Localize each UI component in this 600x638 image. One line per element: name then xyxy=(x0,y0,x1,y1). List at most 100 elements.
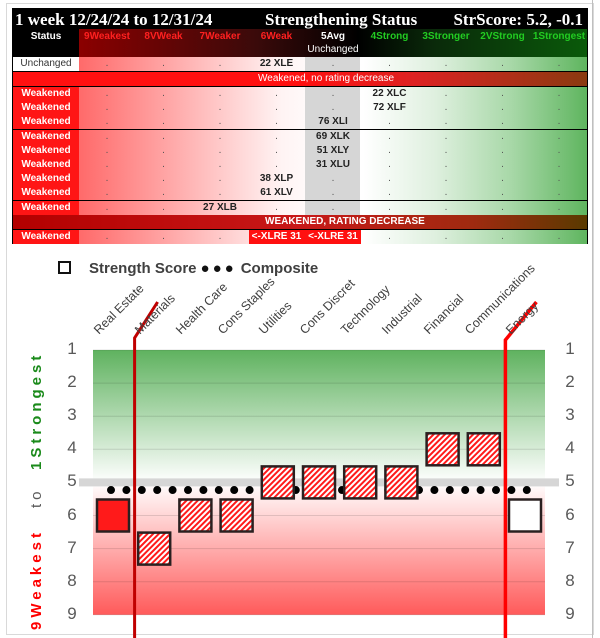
empty-cell: . xyxy=(557,231,561,242)
empty-cell: . xyxy=(557,173,561,185)
empty-cell: . xyxy=(331,58,335,69)
empty-cell: . xyxy=(501,130,504,142)
composite-dot xyxy=(461,486,470,495)
composite-dot xyxy=(137,486,146,495)
empty-cell: . xyxy=(275,88,278,99)
empty-cell: . xyxy=(105,201,109,213)
status-cell: Weakened xyxy=(13,186,79,201)
y-tick-label: 5 xyxy=(67,471,77,491)
empty-cell: . xyxy=(105,102,109,114)
strength-score-marker xyxy=(301,465,337,500)
y-tick-label: 7 xyxy=(67,537,77,557)
empty-cell: . xyxy=(444,102,448,114)
empty-cell: . xyxy=(501,173,504,185)
empty-cell: . xyxy=(218,130,222,142)
table-row: Weakened.... 51 XLY.... xyxy=(13,143,587,158)
table-row-decrease: Weakened ... <-XLRE 31 <-XLRE 31.... xyxy=(13,230,587,244)
status-cell: Weakened xyxy=(13,172,79,187)
composite-dot xyxy=(214,486,223,495)
empty-cell: . xyxy=(388,116,391,128)
column-header-1strongest: 1Strongest xyxy=(532,31,586,42)
column-header-4strong: 4Strong xyxy=(370,31,409,42)
strength-score-marker xyxy=(342,465,378,500)
ticker-cell: 51 XLY xyxy=(316,144,350,156)
empty-cell: . xyxy=(388,201,391,213)
separator-line-right xyxy=(503,300,538,638)
composite-dot xyxy=(199,486,208,495)
column-header-8vweak: 8VWeak xyxy=(144,31,183,42)
plot-area xyxy=(79,300,559,638)
empty-cell: . xyxy=(105,58,109,69)
y-tick-label: 8 xyxy=(565,570,575,590)
table-row: Weakened... 38 XLP..... xyxy=(13,172,587,187)
page-edge-rule xyxy=(592,0,593,638)
y-tick-label: 6 xyxy=(565,504,575,524)
empty-cell: . xyxy=(105,144,109,156)
table-strscore: StrScore: 5.2, -0.1 xyxy=(453,10,583,29)
empty-cell: . xyxy=(331,88,335,99)
ticker-cell: 22 XLC xyxy=(372,88,407,99)
ticker-cell: <-XLRE 31 xyxy=(248,230,305,244)
y-tick-label: 7 xyxy=(565,537,575,557)
y-tick-label: 6 xyxy=(67,504,77,524)
status-cell: Weakened xyxy=(13,230,79,244)
empty-cell: . xyxy=(501,116,504,128)
y-tick-label: 3 xyxy=(565,405,575,425)
empty-cell: . xyxy=(162,144,165,156)
y-tick-label: 4 xyxy=(67,438,77,458)
y-tick-label: 2 xyxy=(565,372,575,392)
composite-dot xyxy=(107,486,115,495)
table-row: Weakened.... 69 XLK.... xyxy=(13,129,587,144)
empty-cell: . xyxy=(557,102,561,114)
empty-cell: . xyxy=(275,159,278,170)
empty-cell: . xyxy=(557,201,561,213)
empty-cell: . xyxy=(557,187,561,199)
ticker-cell: 27 XLB xyxy=(203,201,237,213)
figure-frame xyxy=(6,3,594,635)
empty-cell: . xyxy=(218,173,222,185)
table-row: Weakened... 61 XLV..... xyxy=(13,186,587,201)
column-header-status: Status xyxy=(30,31,62,42)
column-header-3stronger: 3Stronger xyxy=(422,31,470,42)
empty-cell: . xyxy=(105,159,109,170)
empty-cell: . xyxy=(218,116,222,128)
column-header-7weaker: 7Weaker xyxy=(199,31,241,42)
empty-cell: . xyxy=(275,116,278,128)
ticker-cell: 72 XLF xyxy=(373,102,406,114)
ticker-cell: <-XLRE 31 xyxy=(305,230,361,244)
empty-cell: . xyxy=(162,58,165,69)
strength-chart: Strength Score ●●● Composite 9Weakest to 1… xyxy=(0,250,600,638)
composite-dot xyxy=(230,486,239,495)
empty-cell: . xyxy=(218,231,222,242)
y-tick-label: 1 xyxy=(565,339,575,358)
table-row: Weakened.... 31 XLU.... xyxy=(13,158,587,172)
composite-dot xyxy=(476,486,485,495)
composite-dot xyxy=(492,486,500,495)
empty-cell: . xyxy=(501,88,504,99)
ticker-cell: 76 XLI xyxy=(318,116,348,128)
status-cell: Weakened xyxy=(13,143,79,158)
empty-cell: . xyxy=(444,144,448,156)
table-row: Weakened..... 72 XLF... xyxy=(13,101,587,116)
column-header-6weak: 6Weak xyxy=(260,31,293,42)
empty-cell: . xyxy=(388,130,391,142)
empty-cell: . xyxy=(218,144,222,156)
column-header-9weakest: 9Weakest xyxy=(84,31,130,42)
empty-cell: . xyxy=(444,58,448,69)
empty-cell: . xyxy=(501,159,504,170)
strength-score-marker xyxy=(425,432,460,467)
banner-weakened-no-decrease: Weakened, no rating decrease xyxy=(13,72,587,86)
strength-score-marker xyxy=(219,498,254,533)
empty-cell: . xyxy=(388,173,391,185)
composite-dot xyxy=(445,486,454,495)
empty-cell: . xyxy=(331,102,335,114)
composite-dot xyxy=(522,486,531,495)
square-marker-icon xyxy=(58,261,71,274)
empty-cell: . xyxy=(275,201,278,213)
header-gradient xyxy=(79,29,587,57)
y-tick-label: 9 xyxy=(67,603,77,623)
empty-cell: . xyxy=(501,144,504,156)
strength-score-marker xyxy=(178,498,213,533)
empty-cell: . xyxy=(331,173,335,185)
composite-dot xyxy=(507,486,516,495)
